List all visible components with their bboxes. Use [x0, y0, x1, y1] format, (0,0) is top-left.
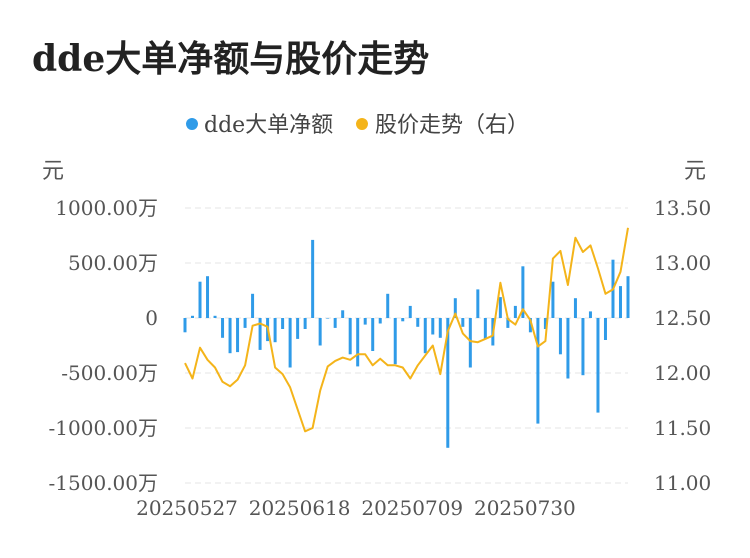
dde-bar	[588, 311, 592, 318]
dde-bar	[236, 318, 240, 353]
dde-bar	[618, 286, 622, 318]
dde-bar	[438, 318, 442, 338]
right-axis-unit: 元	[684, 159, 706, 184]
x-tick-label: 20250527	[136, 496, 238, 520]
chart-title: dde大单净额与股价走势	[32, 38, 430, 80]
dde-bars	[183, 239, 630, 448]
dde-bar	[536, 318, 540, 424]
right-tick-label: 13.00	[654, 251, 711, 275]
dde-bar	[498, 297, 502, 318]
dde-bar	[543, 318, 547, 329]
legend: dde大单净额 股价走势（右）	[186, 113, 529, 138]
dde-bar	[371, 318, 375, 351]
left-axis-ticks: 1000.00万 500.00万 0 -500.00万 -1000.00万 -1500.0…	[49, 196, 158, 495]
dde-bar	[356, 318, 360, 367]
dde-bar	[251, 293, 255, 318]
dde-bar	[191, 315, 195, 318]
dde-bar	[513, 305, 517, 318]
price-line-group	[184, 227, 629, 433]
dde-bar	[213, 315, 217, 318]
dde-bar	[243, 318, 247, 328]
dde-bar	[198, 281, 202, 318]
dde-bar	[258, 318, 262, 350]
dde-bar	[551, 281, 555, 318]
dde-bar	[221, 318, 225, 338]
dde-bar	[393, 318, 397, 365]
dde-bar	[183, 318, 187, 333]
left-axis-unit: 元	[42, 159, 64, 184]
dde-bar	[446, 318, 450, 448]
left-tick-label: -1500.00万	[49, 471, 158, 495]
right-tick-label: 12.50	[654, 306, 711, 330]
dde-bar	[581, 318, 585, 376]
legend-marker-dde	[186, 118, 198, 130]
dde-bar	[416, 318, 420, 327]
dde-bar	[453, 298, 457, 318]
dde-bar	[281, 318, 285, 329]
dde-bar	[378, 318, 382, 324]
dde-bar	[363, 318, 367, 325]
dde-bar	[483, 318, 487, 339]
dde-bar	[401, 318, 405, 322]
dde-bar	[573, 298, 577, 318]
right-axis-ticks: 13.50 13.00 12.50 12.00 11.50 11.00	[654, 196, 711, 495]
dde-bar	[603, 318, 607, 340]
dde-bar	[326, 318, 330, 319]
dde-bar	[273, 318, 277, 343]
right-tick-label: 11.50	[654, 416, 711, 440]
dde-bar	[468, 318, 472, 368]
left-tick-label: -1000.00万	[49, 416, 158, 440]
dde-bar	[476, 289, 480, 318]
right-tick-label: 11.00	[654, 471, 711, 495]
dde-bar	[596, 318, 600, 413]
dde-bar	[311, 239, 315, 318]
dde-bar	[348, 318, 352, 355]
dde-bar	[461, 318, 465, 327]
right-tick-label: 13.50	[654, 196, 711, 220]
dde-bar	[341, 310, 345, 318]
dde-bar	[206, 276, 210, 318]
x-tick-label: 20250709	[361, 496, 463, 520]
left-tick-label: 1000.00万	[55, 196, 158, 220]
left-tick-label: -500.00万	[61, 361, 158, 385]
left-tick-label: 0	[145, 306, 158, 330]
dde-bar	[558, 318, 562, 355]
price-line	[184, 227, 629, 433]
dde-bar	[296, 318, 300, 339]
dde-bar	[506, 318, 510, 328]
dde-bar	[521, 266, 525, 318]
dde-bar	[333, 318, 337, 328]
dde-bar	[408, 305, 412, 318]
right-tick-label: 12.00	[654, 361, 711, 385]
x-axis-ticks: 20250527 20250618 20250709 20250730	[136, 496, 576, 520]
dde-bar	[303, 318, 307, 329]
legend-label-price: 股价走势（右）	[375, 113, 529, 138]
x-tick-label: 20250730	[474, 496, 576, 520]
dde-bar	[386, 293, 390, 318]
dde-bar	[626, 276, 630, 318]
dde-bar	[566, 318, 570, 379]
dde-bar	[288, 318, 292, 368]
x-tick-label: 20250618	[249, 496, 351, 520]
dde-bar	[228, 318, 232, 354]
legend-marker-price	[356, 118, 368, 130]
dde-bar	[318, 318, 322, 346]
legend-label-dde: dde大单净额	[204, 113, 333, 138]
dde-bar	[528, 318, 532, 333]
left-tick-label: 500.00万	[68, 251, 158, 275]
dde-bar	[431, 318, 435, 335]
dde-bar	[423, 318, 427, 354]
